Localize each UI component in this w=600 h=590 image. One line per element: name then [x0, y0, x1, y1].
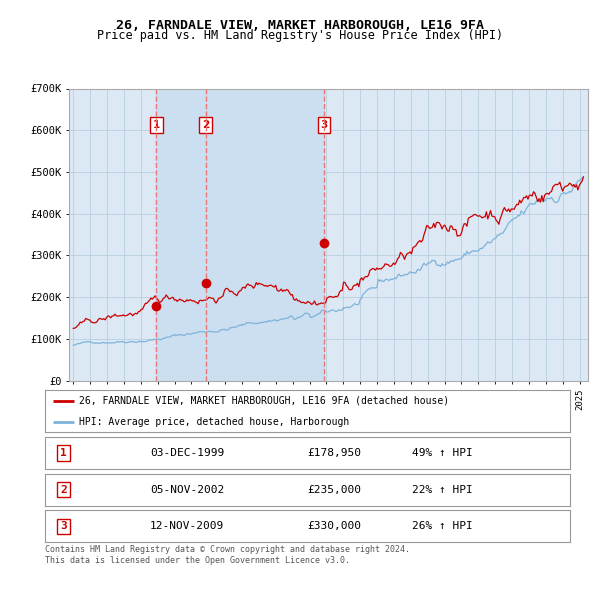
Text: 26% ↑ HPI: 26% ↑ HPI	[413, 522, 473, 531]
Text: 3: 3	[60, 522, 67, 531]
Text: 05-NOV-2002: 05-NOV-2002	[150, 485, 224, 494]
Text: 12-NOV-2009: 12-NOV-2009	[150, 522, 224, 531]
Text: Price paid vs. HM Land Registry's House Price Index (HPI): Price paid vs. HM Land Registry's House …	[97, 30, 503, 42]
Text: £178,950: £178,950	[308, 448, 361, 458]
Text: 26, FARNDALE VIEW, MARKET HARBOROUGH, LE16 9FA: 26, FARNDALE VIEW, MARKET HARBOROUGH, LE…	[116, 19, 484, 32]
Text: 3: 3	[320, 120, 328, 130]
Text: £330,000: £330,000	[308, 522, 361, 531]
Bar	[156, 88, 206, 381]
Text: 49% ↑ HPI: 49% ↑ HPI	[413, 448, 473, 458]
Text: Contains HM Land Registry data © Crown copyright and database right 2024.
This d: Contains HM Land Registry data © Crown c…	[45, 545, 410, 565]
Text: 1: 1	[60, 448, 67, 458]
Text: 26, FARNDALE VIEW, MARKET HARBOROUGH, LE16 9FA (detached house): 26, FARNDALE VIEW, MARKET HARBOROUGH, LE…	[79, 396, 449, 405]
Text: £235,000: £235,000	[308, 485, 361, 494]
Bar	[206, 88, 324, 381]
Text: 1: 1	[152, 120, 160, 130]
Text: 03-DEC-1999: 03-DEC-1999	[150, 448, 224, 458]
Text: HPI: Average price, detached house, Harborough: HPI: Average price, detached house, Harb…	[79, 417, 349, 427]
Text: 22% ↑ HPI: 22% ↑ HPI	[413, 485, 473, 494]
Text: 2: 2	[60, 485, 67, 494]
Text: 2: 2	[202, 120, 209, 130]
